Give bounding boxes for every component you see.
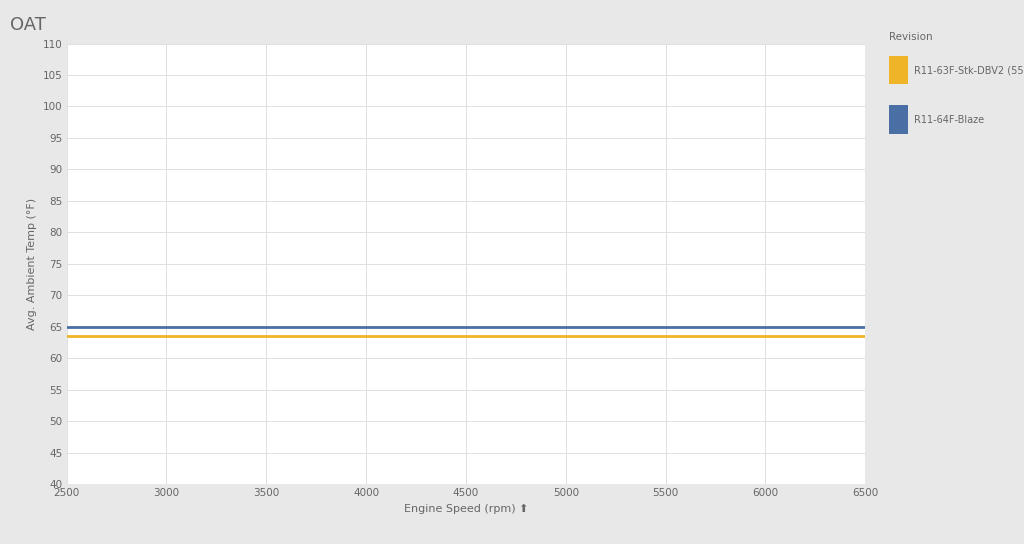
Bar	[889, 55, 908, 84]
Text: R11-63F-Stk-DBV2 (55.3 mm): R11-63F-Stk-DBV2 (55.3 mm)	[913, 65, 1024, 75]
X-axis label: Engine Speed (rpm) ⬆: Engine Speed (rpm) ⬆	[403, 504, 528, 514]
Text: OAT: OAT	[10, 16, 46, 34]
Bar	[889, 106, 908, 134]
Text: Revision: Revision	[889, 32, 933, 42]
Text: R11-64F-Blaze: R11-64F-Blaze	[913, 115, 984, 125]
Y-axis label: Avg. Ambient Temp (°F): Avg. Ambient Temp (°F)	[27, 198, 37, 330]
